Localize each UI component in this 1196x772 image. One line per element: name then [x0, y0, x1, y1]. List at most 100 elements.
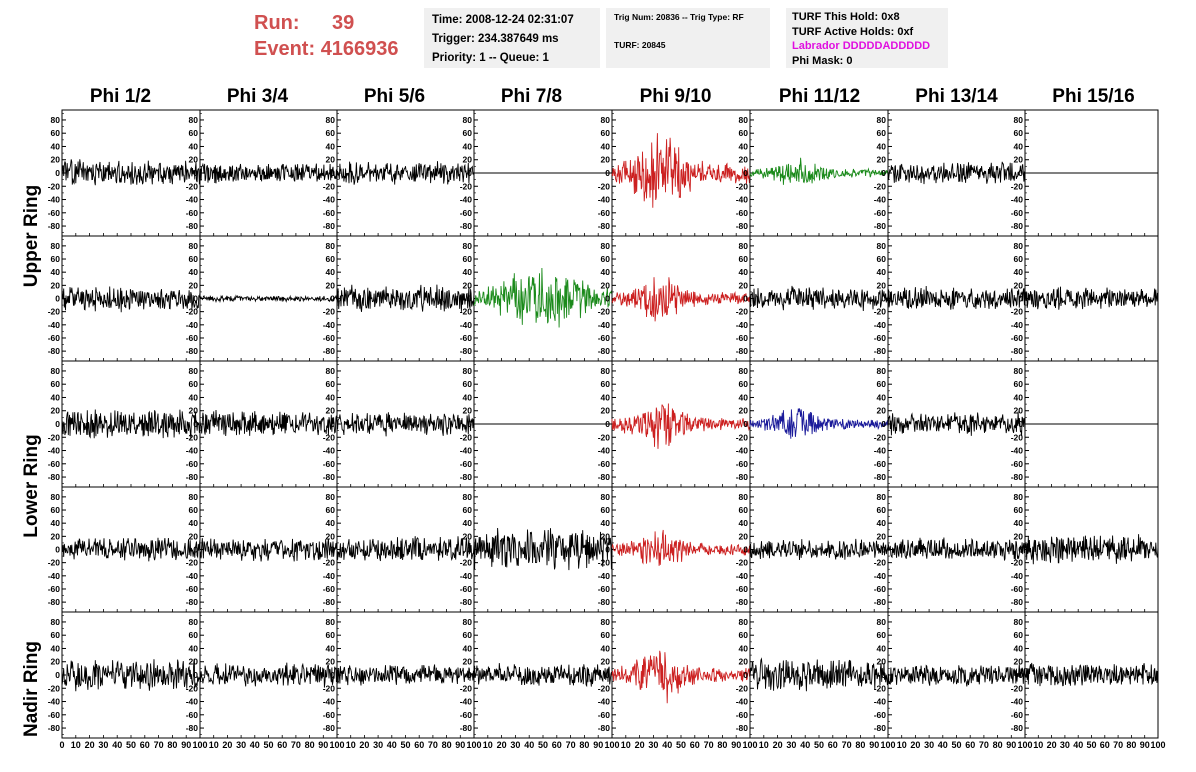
- y-tick-label: 40: [189, 392, 199, 402]
- trig-num-text: Trig Num: 20836 -- Trig Type: RF: [614, 12, 744, 22]
- y-tick-label: 20: [326, 155, 336, 165]
- y-tick-label: 60: [326, 630, 336, 640]
- y-tick-label: 80: [877, 366, 887, 376]
- x-tick-label: 0: [59, 740, 64, 750]
- y-tick-label: 60: [189, 254, 199, 264]
- priority-text: Priority: 1 -- Queue: 1: [432, 52, 549, 64]
- waveform-panel-r4-c0: 80 60 40 20 0 -20 -40 -60 -80: [48, 611, 201, 739]
- waveform-panel-r2-c2: 80 60 40 20 0 -20 -40 -60 -80: [323, 360, 475, 488]
- y-tick-label: -20: [874, 683, 887, 693]
- y-tick-label: -20: [598, 683, 611, 693]
- y-tick-label: 0: [55, 545, 60, 555]
- y-tick-label: -40: [736, 571, 749, 581]
- y-tick-label: -40: [598, 195, 611, 205]
- waveform-panel-r0-c4: 80 60 40 20 0 -20 -40 -60 -80: [598, 109, 751, 237]
- x-tick-label: 10: [209, 740, 219, 750]
- y-tick-label: 60: [463, 630, 473, 640]
- y-tick-label: -80: [736, 597, 749, 607]
- y-tick-label: -40: [323, 320, 336, 330]
- y-tick-label: -80: [736, 221, 749, 231]
- y-tick-label: -20: [323, 181, 336, 191]
- y-tick-label: 80: [189, 617, 199, 627]
- y-tick-label: 0: [743, 670, 748, 680]
- y-tick-label: 0: [330, 419, 335, 429]
- y-tick-label: -20: [874, 307, 887, 317]
- y-tick-label: -60: [323, 459, 336, 469]
- y-tick-label: -40: [598, 697, 611, 707]
- y-tick-label: 40: [739, 518, 749, 528]
- waveform-trace: [611, 403, 751, 449]
- y-tick-label: 80: [463, 366, 473, 376]
- y-tick-label: -20: [1011, 181, 1024, 191]
- y-tick-label: -20: [874, 558, 887, 568]
- y-tick-label: 20: [877, 657, 887, 667]
- y-tick-label: -20: [1011, 558, 1024, 568]
- y-tick-label: 0: [743, 545, 748, 555]
- waveform-trace: [473, 267, 613, 328]
- waveform-panel-r0-c0: 80 60 40 20 0 -20 -40 -60 -80: [48, 109, 201, 237]
- y-tick-label: 60: [51, 128, 61, 138]
- y-tick-label: -80: [48, 723, 61, 733]
- waveform-trace: [61, 537, 201, 562]
- y-tick-label: 40: [189, 141, 199, 151]
- x-tick-label: 90: [1140, 740, 1150, 750]
- column-label-phi-15-16: Phi 15/16: [1052, 86, 1135, 107]
- y-tick-label: -40: [460, 320, 473, 330]
- y-tick-label: -80: [874, 472, 887, 482]
- time-text: Time: 2008-12-24 02:31:07: [432, 14, 574, 26]
- y-tick-label: 0: [743, 294, 748, 304]
- x-tick-label: 100: [604, 740, 619, 750]
- y-tick-label: 0: [743, 419, 748, 429]
- waveform-panel-r1-c4: 80 60 40 20 0 -20 -40 -60 -80: [598, 235, 751, 362]
- y-tick-label: 40: [739, 141, 749, 151]
- y-tick-label: -40: [598, 571, 611, 581]
- y-tick-label: 0: [881, 670, 886, 680]
- y-tick-label: -20: [460, 683, 473, 693]
- y-tick-label: -60: [1011, 208, 1024, 218]
- y-tick-label: -80: [736, 346, 749, 356]
- y-tick-label: 80: [601, 366, 611, 376]
- y-tick-label: 0: [881, 294, 886, 304]
- y-tick-label: 60: [877, 630, 887, 640]
- y-tick-label: -40: [460, 571, 473, 581]
- y-tick-label: -60: [736, 333, 749, 343]
- y-tick-label: -80: [598, 597, 611, 607]
- event-value: 4166936: [320, 38, 399, 60]
- y-tick-label: -20: [736, 683, 749, 693]
- y-tick-label: 80: [326, 617, 336, 627]
- y-tick-label: -60: [186, 459, 199, 469]
- waveform-trace: [611, 133, 751, 208]
- waveform-panel-r2-c1: 80 60 40 20 0 -20 -40 -60 -80: [186, 360, 338, 488]
- waveform-panel-r3-c7: 80 60 40 20 0 -20 -40 -60 -80: [1011, 486, 1159, 613]
- y-tick-label: 20: [739, 280, 749, 290]
- y-tick-label: 40: [463, 141, 473, 151]
- waveform-panel-r3-c4: 80 60 40 20 0 -20 -40 -60 -80: [598, 486, 751, 613]
- waveform-panel-r1-c6: 80 60 40 20 0 -20 -40 -60 -80: [874, 235, 1026, 362]
- y-tick-label: 0: [743, 168, 748, 178]
- x-tick-label: 60: [552, 740, 562, 750]
- y-tick-label: 60: [51, 379, 61, 389]
- y-tick-label: -40: [874, 697, 887, 707]
- x-tick-label: 20: [497, 740, 507, 750]
- y-tick-label: 80: [739, 492, 749, 502]
- y-tick-label: 40: [601, 392, 611, 402]
- x-tick-label: 10: [1033, 740, 1043, 750]
- y-tick-label: 80: [463, 492, 473, 502]
- y-tick-label: -60: [48, 459, 61, 469]
- y-tick-label: 0: [193, 670, 198, 680]
- y-tick-label: 40: [601, 141, 611, 151]
- x-tick-label: 80: [305, 740, 315, 750]
- y-tick-label: 80: [601, 241, 611, 251]
- y-tick-label: 0: [467, 168, 472, 178]
- waveform-panel-r4-c7: 80 60 40 20 0 -20 -40 -60 -80: [1011, 611, 1159, 739]
- y-tick-label: 80: [326, 366, 336, 376]
- y-tick-label: -80: [460, 472, 473, 482]
- x-tick-label: 30: [98, 740, 108, 750]
- y-tick-label: -20: [736, 432, 749, 442]
- waveform-panel-r0-c6: 80 60 40 20 0 -20 -40 -60 -80: [874, 109, 1026, 237]
- y-tick-label: 60: [326, 505, 336, 515]
- y-tick-label: -60: [598, 208, 611, 218]
- y-tick-label: 40: [877, 643, 887, 653]
- column-label-phi-7-8: Phi 7/8: [500, 86, 563, 107]
- x-tick-label: 100: [880, 740, 895, 750]
